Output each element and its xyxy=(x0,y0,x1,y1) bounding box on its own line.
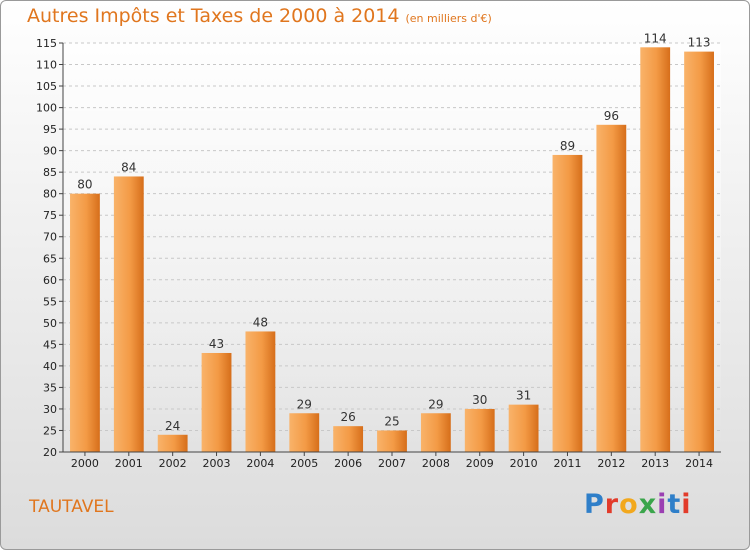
data-label-2014: 113 xyxy=(688,36,711,50)
bar-2003 xyxy=(201,352,232,452)
x-tick-label-2010: 2010 xyxy=(510,457,538,470)
data-label-2004: 48 xyxy=(253,315,268,329)
y-tick-label: 80 xyxy=(43,188,57,201)
y-tick-label: 20 xyxy=(43,446,57,459)
logo-letter: i xyxy=(657,489,668,520)
x-tick-label-2001: 2001 xyxy=(115,457,143,470)
title-text: Autres Impôts et Taxes de 2000 à 2014 xyxy=(27,5,400,27)
data-label-2009: 30 xyxy=(472,393,487,407)
y-tick-label: 35 xyxy=(43,381,57,394)
y-tick-label: 65 xyxy=(43,252,57,265)
bar-2014 xyxy=(684,51,714,452)
x-tick-label-2005: 2005 xyxy=(290,457,318,470)
y-tick-label: 70 xyxy=(43,231,57,244)
data-label-2006: 26 xyxy=(340,410,355,424)
x-tick-label-2003: 2003 xyxy=(203,457,231,470)
bar-2010 xyxy=(508,404,539,452)
y-tick-label: 60 xyxy=(43,274,57,287)
commune-name: TAUTAVEL xyxy=(29,497,114,517)
x-tick-label-2011: 2011 xyxy=(553,457,581,470)
y-tick-label: 100 xyxy=(36,102,57,115)
y-tick-label: 110 xyxy=(36,59,57,72)
data-label-2001: 84 xyxy=(121,160,136,174)
x-axis: 2000 2001 2002 2003 2004 2005 2006 2007 2008 2009… xyxy=(63,451,721,470)
x-tick-label-2007: 2007 xyxy=(378,457,406,470)
y-tick-label: 115 xyxy=(36,37,57,50)
logo-letter: i xyxy=(681,489,692,520)
y-tick-label: 25 xyxy=(43,424,57,437)
data-label-2003: 43 xyxy=(209,337,224,351)
logo-letter: P xyxy=(584,489,605,520)
y-tick-label: 40 xyxy=(43,360,57,373)
y-tick-label: 55 xyxy=(43,295,57,308)
x-tick-label-2004: 2004 xyxy=(246,457,274,470)
bar-2004 xyxy=(245,331,276,452)
bar-2006 xyxy=(333,426,364,452)
x-tick-label-2006: 2006 xyxy=(334,457,362,470)
logo-letter: r xyxy=(604,489,620,520)
x-tick-label-2013: 2013 xyxy=(641,457,669,470)
data-label-2013: 114 xyxy=(644,31,667,45)
bar-2009 xyxy=(464,408,495,452)
bar-2008 xyxy=(420,413,451,452)
data-label-2011: 89 xyxy=(560,139,575,153)
bar-2013 xyxy=(640,47,671,452)
y-tick-label: 105 xyxy=(36,80,57,93)
y-axis: 20 25 30 35 40 45 50 55 60 65 70 75 80 85 90 95 100 105 11… xyxy=(36,37,64,459)
chart-title: Autres Impôts et Taxes de 2000 à 2014 (en… xyxy=(27,5,492,27)
data-label-2008: 29 xyxy=(428,397,443,411)
bar-2005 xyxy=(289,413,320,452)
y-tick-label: 30 xyxy=(43,403,57,416)
proxiti-logo[interactable]: Proxiti xyxy=(584,489,692,520)
bar-2012 xyxy=(596,124,627,453)
y-tick-label: 85 xyxy=(43,166,57,179)
data-label-2010: 31 xyxy=(516,389,531,403)
data-label-2012: 96 xyxy=(604,109,619,123)
logo-letter: t xyxy=(667,489,682,520)
bar-2001 xyxy=(113,176,144,452)
y-tick-label: 75 xyxy=(43,209,57,222)
bar-2011 xyxy=(552,154,583,453)
x-tick-label-2008: 2008 xyxy=(422,457,450,470)
bar-2000 xyxy=(70,193,100,452)
logo-letter: o xyxy=(619,489,639,520)
logo-letter: x xyxy=(638,489,658,520)
data-label-2002: 24 xyxy=(165,419,180,433)
x-tick-label-2012: 2012 xyxy=(597,457,625,470)
title-unit: (en milliers d'€) xyxy=(405,12,492,25)
bar-2007 xyxy=(377,430,407,452)
y-tick-label: 50 xyxy=(43,317,57,330)
bar-2002 xyxy=(157,434,188,452)
y-tick-label: 90 xyxy=(43,145,57,158)
data-label-2000: 80 xyxy=(77,178,92,192)
data-label-2005: 29 xyxy=(297,397,312,411)
bars: 80 84 24 43 48 29 26 25 29 30 31 89 96 114 113 xyxy=(70,31,714,453)
x-tick-label-2002: 2002 xyxy=(159,457,187,470)
y-tick-label: 95 xyxy=(43,123,57,136)
y-tick-label: 45 xyxy=(43,338,57,351)
data-label-2007: 25 xyxy=(384,414,399,428)
x-tick-label-2014: 2014 xyxy=(685,457,713,470)
x-tick-label-2000: 2000 xyxy=(71,457,99,470)
x-tick-label-2009: 2009 xyxy=(466,457,494,470)
